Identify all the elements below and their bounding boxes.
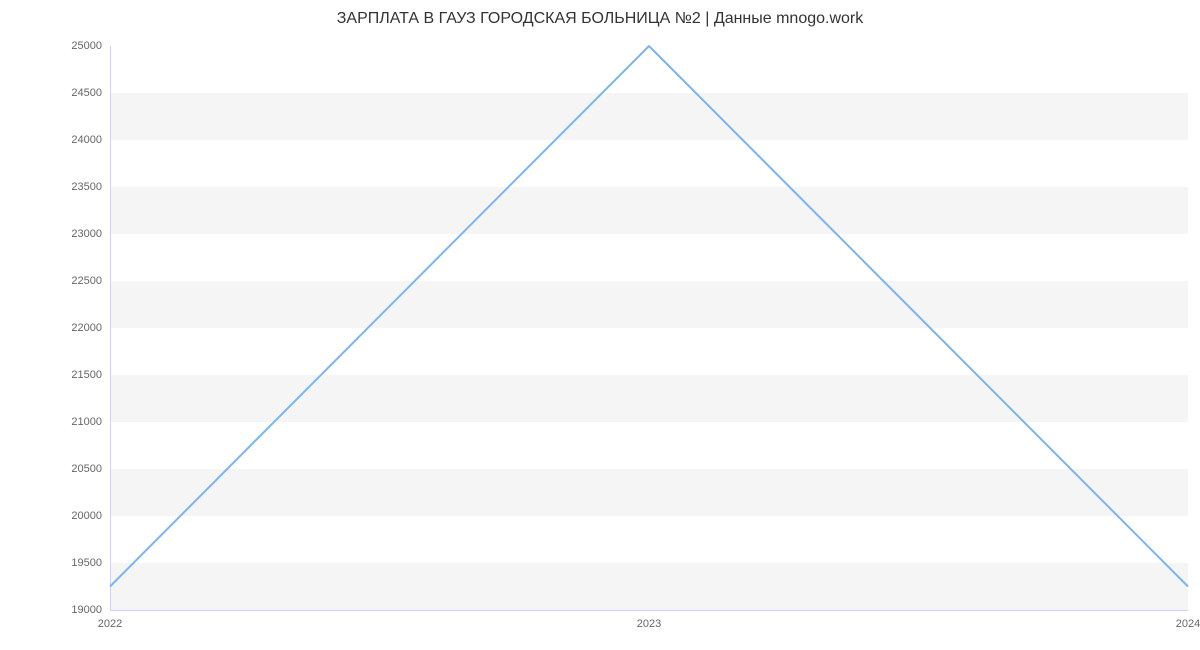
y-tick-label: 19500 <box>71 557 110 569</box>
y-tick-label: 20500 <box>71 463 110 475</box>
y-tick-label: 21500 <box>71 369 110 381</box>
y-tick-label: 22000 <box>71 322 110 334</box>
chart-title: ЗАРПЛАТА В ГАУЗ ГОРОДСКАЯ БОЛЬНИЦА №2 | … <box>0 10 1200 28</box>
y-tick-label: 21000 <box>71 416 110 428</box>
series-layer <box>110 46 1188 610</box>
x-tick-label: 2023 <box>637 610 661 630</box>
y-tick-label: 20000 <box>71 510 110 522</box>
x-tick-label: 2024 <box>1176 610 1200 630</box>
y-tick-label: 24000 <box>71 134 110 146</box>
y-tick-label: 25000 <box>71 40 110 52</box>
x-axis-line <box>110 610 1188 611</box>
y-tick-label: 24500 <box>71 87 110 99</box>
y-tick-label: 23500 <box>71 181 110 193</box>
series-salary <box>110 46 1188 587</box>
salary-line-chart: ЗАРПЛАТА В ГАУЗ ГОРОДСКАЯ БОЛЬНИЦА №2 | … <box>0 0 1200 650</box>
y-tick-label: 22500 <box>71 275 110 287</box>
plot-area: 1900019500200002050021000215002200022500… <box>110 46 1188 610</box>
y-tick-label: 23000 <box>71 228 110 240</box>
x-tick-label: 2022 <box>98 610 122 630</box>
